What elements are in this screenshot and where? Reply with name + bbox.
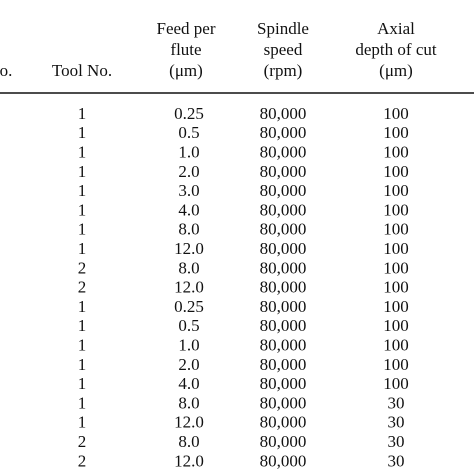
table-cell: 0.5 (178, 316, 199, 335)
table-cell: 1 (78, 239, 87, 258)
table-cell: 100 (383, 239, 409, 258)
table-cell: 100 (383, 123, 409, 142)
table-cell: 80,000 (260, 374, 307, 393)
table-cell: 1 (78, 297, 87, 316)
table-cell: 80,000 (260, 432, 307, 451)
table-cell: 80,000 (260, 393, 307, 412)
table-cell: 80,000 (260, 181, 307, 200)
table-cell: 0.25 (174, 104, 204, 123)
table-cell: 3.0 (178, 181, 199, 200)
header-cell: Spindle (257, 19, 309, 38)
table-cell: 80,000 (260, 220, 307, 239)
table-cell: 80,000 (260, 258, 307, 277)
table-cell: 100 (383, 374, 409, 393)
table-cell: 30 (388, 451, 405, 470)
table-cell: 30 (388, 393, 405, 412)
table-cell: 0.25 (174, 297, 204, 316)
table-cell: 100 (383, 162, 409, 181)
table-cell: 1 (78, 200, 87, 219)
table-cell: 12.0 (174, 413, 204, 432)
header-cell: flute (170, 40, 201, 59)
table-cell: 4.0 (178, 200, 199, 219)
table-cell: 100 (383, 104, 409, 123)
header-cell: (μm) (169, 61, 203, 80)
table-cell: 8.0 (178, 258, 199, 277)
table-cell: 12.0 (174, 278, 204, 297)
table-cell: 100 (383, 278, 409, 297)
table-cell: 100 (383, 297, 409, 316)
table-cell: 2 (78, 451, 87, 470)
table-cell: 2 (78, 432, 87, 451)
table-cell: 80,000 (260, 143, 307, 162)
table-cell: 8.0 (178, 432, 199, 451)
table-cell: 1 (78, 104, 87, 123)
table-cell: 8.0 (178, 220, 199, 239)
table-cell: 100 (383, 200, 409, 219)
table-cell: 2.0 (178, 355, 199, 374)
table-cell: 1 (78, 220, 87, 239)
table-cell: 2 (78, 278, 87, 297)
table-cell: 1 (78, 413, 87, 432)
table-cell: 4.0 (178, 374, 199, 393)
table-cell: 100 (383, 220, 409, 239)
header-cell: depth of cut (355, 40, 436, 59)
table-cell: 1 (78, 316, 87, 335)
header-cell: Feed per (156, 19, 215, 38)
table-cell: 1 (78, 355, 87, 374)
table-cell: 100 (383, 355, 409, 374)
header-cell: Axial (377, 19, 415, 38)
table-cell: 80,000 (260, 451, 307, 470)
header-cell: speed (264, 40, 303, 59)
table-cell: 1 (78, 181, 87, 200)
table-cell: 80,000 (260, 413, 307, 432)
table-cell: 12.0 (174, 239, 204, 258)
table-cell: 80,000 (260, 239, 307, 258)
table-cell: 100 (383, 143, 409, 162)
table-cell: 100 (383, 316, 409, 335)
table-cell: 8.0 (178, 393, 199, 412)
table-cell: 80,000 (260, 355, 307, 374)
header-cell: o. (0, 61, 12, 80)
table-cell: 80,000 (260, 123, 307, 142)
table-cell: 1 (78, 374, 87, 393)
table-cell: 2 (78, 258, 87, 277)
table-cell: 1 (78, 123, 87, 142)
table-cell: 12.0 (174, 451, 204, 470)
table-cell: 2.0 (178, 162, 199, 181)
header-cell: (rpm) (264, 61, 303, 80)
table-cell: 80,000 (260, 297, 307, 316)
table-cell: 80,000 (260, 200, 307, 219)
table-cell: 80,000 (260, 278, 307, 297)
table-cell: 100 (383, 336, 409, 355)
table-cell: 80,000 (260, 316, 307, 335)
table-cell: 1 (78, 143, 87, 162)
table-cell: 100 (383, 181, 409, 200)
table-cell: 30 (388, 432, 405, 451)
table-cell: 80,000 (260, 104, 307, 123)
table-cell: 1 (78, 336, 87, 355)
table-cell: 1.0 (178, 143, 199, 162)
table-cell: 30 (388, 413, 405, 432)
header-cell: (μm) (379, 61, 413, 80)
table-cell: 1.0 (178, 336, 199, 355)
table-cell: 0.5 (178, 123, 199, 142)
table-cell: 1 (78, 393, 87, 412)
table-cell: 100 (383, 258, 409, 277)
table-cell: 1 (78, 162, 87, 181)
table-cell: 80,000 (260, 162, 307, 181)
header-cell: Tool No. (52, 61, 112, 80)
table-cell: 80,000 (260, 336, 307, 355)
